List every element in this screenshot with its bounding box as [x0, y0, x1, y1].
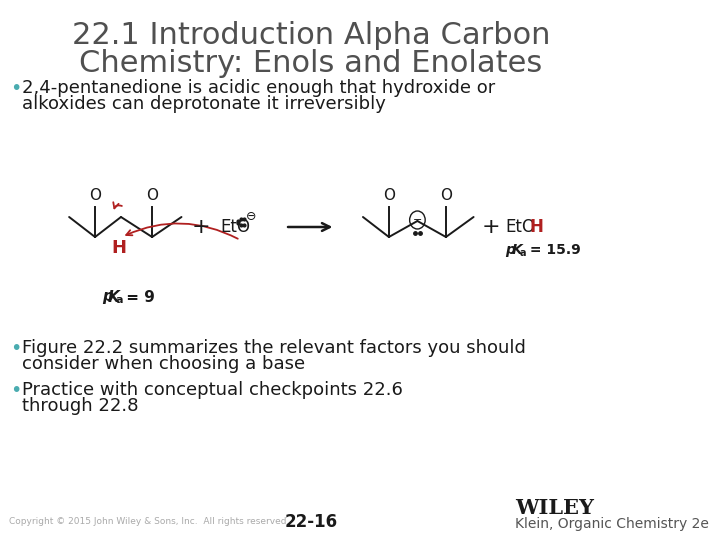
Text: a: a	[116, 295, 123, 305]
Text: Copyright © 2015 John Wiley & Sons, Inc.  All rights reserved.: Copyright © 2015 John Wiley & Sons, Inc.…	[9, 517, 289, 526]
Text: O: O	[89, 188, 101, 203]
Text: = 9: = 9	[121, 289, 155, 305]
Text: H: H	[530, 218, 544, 236]
Text: through 22.8: through 22.8	[22, 397, 139, 415]
Text: +: +	[192, 217, 210, 237]
Text: 22.1 Introduction Alpha Carbon: 22.1 Introduction Alpha Carbon	[72, 21, 550, 50]
Text: •: •	[10, 339, 22, 357]
Text: ⊖: ⊖	[246, 210, 257, 222]
Text: Klein, Organic Chemistry 2e: Klein, Organic Chemistry 2e	[515, 517, 709, 531]
Text: Et: Et	[220, 218, 238, 236]
Text: K: K	[512, 243, 522, 257]
Text: p: p	[505, 243, 516, 257]
Text: O: O	[521, 218, 534, 236]
Text: K: K	[108, 289, 120, 305]
Text: •: •	[10, 78, 22, 98]
Text: +: +	[482, 217, 500, 237]
Text: WILEY: WILEY	[515, 498, 594, 518]
Text: O: O	[236, 218, 249, 236]
Text: a: a	[519, 248, 526, 258]
Text: O: O	[440, 188, 452, 203]
Text: consider when choosing a base: consider when choosing a base	[22, 355, 305, 373]
Text: O: O	[146, 188, 158, 203]
Text: Figure 22.2 summarizes the relevant factors you should: Figure 22.2 summarizes the relevant fact…	[22, 339, 526, 357]
Text: H: H	[112, 239, 127, 257]
Text: alkoxides can deprotonate it irreversibly: alkoxides can deprotonate it irreversibl…	[22, 95, 387, 113]
Text: 2,4-pentanedione is acidic enough that hydroxide or: 2,4-pentanedione is acidic enough that h…	[22, 79, 495, 97]
Text: 22-16: 22-16	[284, 513, 338, 531]
Text: Practice with conceptual checkpoints 22.6: Practice with conceptual checkpoints 22.…	[22, 381, 403, 399]
Text: p: p	[102, 289, 113, 305]
Text: = 15.9: = 15.9	[525, 243, 580, 257]
Text: Chemistry: Enols and Enolates: Chemistry: Enols and Enolates	[79, 49, 543, 78]
Text: Et: Et	[505, 218, 523, 236]
Text: •: •	[10, 381, 22, 400]
Text: O: O	[383, 188, 395, 203]
Text: −: −	[413, 215, 422, 225]
